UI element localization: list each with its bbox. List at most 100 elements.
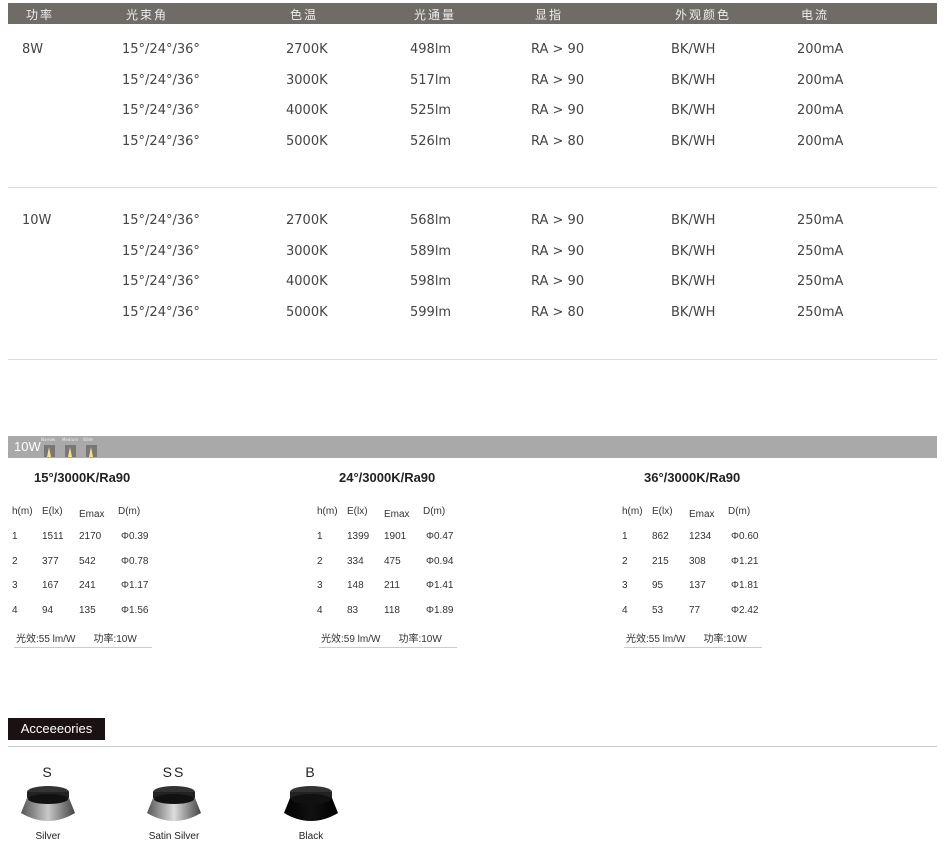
column-header: Emax [79, 509, 105, 520]
photometric-banner: 10W Narrow Medium Wide [8, 436, 937, 458]
column-header: h(m) [12, 506, 33, 517]
table-cell: 215 [652, 555, 669, 567]
column-header: 显指 [535, 8, 564, 22]
table-cell: 2 [622, 555, 628, 567]
table-cell: 15°/24°/36° [122, 103, 200, 119]
table-cell: 137 [689, 580, 706, 591]
table-cell: 2 [317, 555, 323, 567]
column-header: 功率 [26, 8, 55, 22]
table-cell: 135 [79, 604, 96, 616]
table-cell: 250mA [797, 243, 844, 259]
table-cell: 599lm [410, 305, 452, 321]
accessory-code: S [42, 764, 54, 780]
table-cell: 1 [12, 531, 18, 542]
table-cell: 241 [79, 580, 96, 591]
table-cell: BK/WH [671, 42, 716, 57]
table-cell: 5000K [286, 134, 328, 150]
table-cell: 542 [79, 555, 96, 567]
table-cell: 15°/24°/36° [122, 134, 200, 150]
table-cell: BK/WH [671, 305, 716, 321]
block-title: 24°/3000K/Ra90 [339, 470, 436, 485]
table-cell: 148 [347, 580, 364, 591]
table-cell: BK/WH [671, 213, 716, 228]
table-cell: 598lm [410, 274, 452, 290]
table-cell: 589lm [410, 243, 452, 259]
column-header: Emax [689, 509, 715, 520]
table-cell: 5000K [286, 305, 328, 321]
table-cell: 200mA [797, 42, 844, 57]
column-header: E(lx) [347, 506, 368, 517]
power-cell: 10W [22, 213, 52, 228]
table-cell: 15°/24°/36° [122, 42, 200, 57]
table-cell: Φ1.17 [121, 580, 149, 591]
banner-power: 10W [14, 439, 41, 454]
table-cell: 95 [652, 580, 664, 591]
table-cell: 4000K [286, 103, 328, 119]
table-cell: 526lm [410, 134, 452, 150]
column-header: 光束角 [126, 8, 169, 22]
table-cell: BK/WH [671, 243, 716, 259]
table-cell: 118 [384, 604, 400, 616]
column-header: 光通量 [414, 8, 457, 22]
beam-wide-icon: Wide [83, 437, 97, 457]
table-cell: 2700K [286, 42, 328, 57]
accessory-code: SS [162, 764, 186, 780]
column-header: E(lx) [652, 506, 673, 517]
efficacy: 光效:55 lm/W [626, 634, 686, 645]
table-cell: 3 [317, 580, 323, 591]
accessory-silver-image [18, 783, 78, 825]
table-cell: 200mA [797, 72, 844, 88]
beam-narrow-icon: Narrow [41, 437, 55, 457]
accessory-name: Black [298, 831, 324, 842]
table-cell: 3 [12, 580, 18, 591]
group-divider [8, 187, 937, 188]
table-cell: 94 [42, 604, 54, 616]
table-cell: BK/WH [671, 72, 716, 88]
beam-label: Medium [62, 437, 78, 442]
block-footer: 光效:55 lm/W 功率:10W [624, 630, 762, 648]
divider [8, 746, 937, 747]
table-cell: 200mA [797, 134, 844, 150]
table-cell: 862 [652, 531, 669, 542]
column-header: 外观颜色 [675, 8, 732, 22]
column-header: 电流 [801, 8, 830, 22]
table-cell: 308 [689, 555, 706, 567]
beam-label: Narrow [41, 437, 56, 442]
power: 功率:10W [93, 634, 137, 645]
column-header: 色温 [290, 8, 319, 22]
table-cell: RA > 80 [531, 305, 585, 321]
table-cell: Φ0.47 [426, 531, 454, 542]
table-cell: Φ1.56 [121, 604, 149, 616]
table-cell: RA > 90 [531, 103, 585, 119]
table-cell: 15°/24°/36° [122, 213, 200, 228]
table-cell: 1234 [689, 531, 712, 542]
table-cell: 53 [652, 604, 664, 616]
table-cell: 377 [42, 555, 59, 567]
block-footer: 光效:55 lm/W 功率:10W [14, 630, 152, 648]
column-header: h(m) [622, 506, 643, 517]
table-cell: 200mA [797, 103, 844, 119]
table-cell: 250mA [797, 213, 844, 228]
accessory-code: B [305, 764, 317, 780]
table-cell: BK/WH [671, 274, 716, 290]
table-cell: RA > 90 [531, 274, 585, 290]
table-cell: 1901 [384, 531, 407, 542]
table-cell: Φ0.39 [121, 531, 149, 542]
efficacy: 光效:55 lm/W [16, 634, 76, 645]
table-cell: 4 [12, 604, 18, 616]
table-cell: RA > 90 [531, 243, 585, 259]
power: 功率:10W [703, 634, 747, 645]
table-cell: 211 [384, 580, 400, 591]
accessory-name: Silver [35, 831, 61, 842]
table-cell: RA > 80 [531, 134, 585, 150]
table-cell: 15°/24°/36° [122, 243, 200, 259]
table-cell: Φ0.94 [426, 555, 454, 567]
block-title: 36°/3000K/Ra90 [644, 470, 741, 485]
table-cell: 167 [42, 580, 59, 591]
table-cell: Φ0.60 [731, 531, 759, 542]
table-cell: 1511 [42, 531, 64, 542]
power: 功率:10W [398, 634, 442, 645]
table-cell: 3000K [286, 72, 328, 88]
table-cell: 83 [347, 604, 359, 616]
table-cell: 4000K [286, 274, 328, 290]
